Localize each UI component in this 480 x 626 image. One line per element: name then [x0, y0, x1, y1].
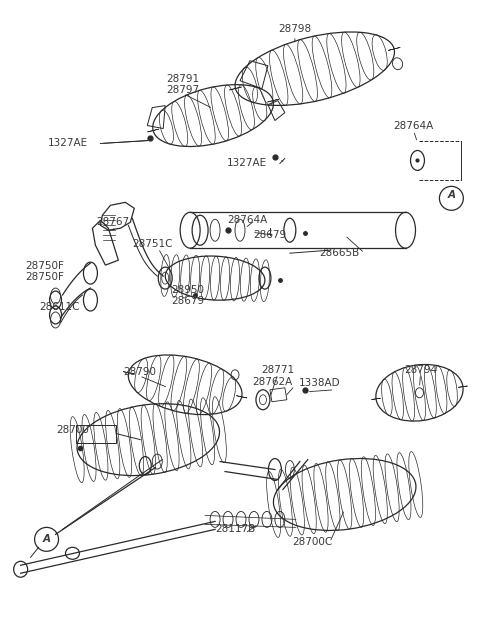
Text: 28798: 28798	[278, 24, 312, 34]
Text: 28791: 28791	[167, 74, 200, 84]
Text: 28794: 28794	[404, 365, 437, 375]
Text: 28762A: 28762A	[252, 377, 292, 387]
Text: 28700C: 28700C	[293, 537, 333, 547]
Text: 28767: 28767	[96, 217, 129, 227]
Text: 28117B: 28117B	[215, 525, 255, 535]
Text: 28950: 28950	[172, 285, 204, 295]
Text: 28764A: 28764A	[227, 215, 267, 225]
Text: A: A	[447, 190, 456, 200]
Text: 28790: 28790	[123, 367, 156, 377]
Text: 28797: 28797	[167, 85, 200, 95]
Text: 28665B: 28665B	[320, 248, 360, 258]
Text: 28751C: 28751C	[132, 239, 172, 249]
Text: 1327AE: 1327AE	[48, 138, 87, 148]
Text: A: A	[43, 535, 50, 545]
Text: 28700: 28700	[56, 424, 89, 434]
Text: 1327AE: 1327AE	[227, 158, 267, 168]
Text: 28750F: 28750F	[25, 261, 64, 271]
Text: 28771: 28771	[261, 365, 294, 375]
Text: 28750F: 28750F	[25, 272, 64, 282]
Text: 1338AD: 1338AD	[299, 378, 341, 387]
Text: 28679: 28679	[253, 230, 287, 240]
Text: 28764A: 28764A	[394, 121, 433, 131]
Text: 28611C: 28611C	[39, 302, 80, 312]
Text: 28679: 28679	[171, 296, 204, 306]
